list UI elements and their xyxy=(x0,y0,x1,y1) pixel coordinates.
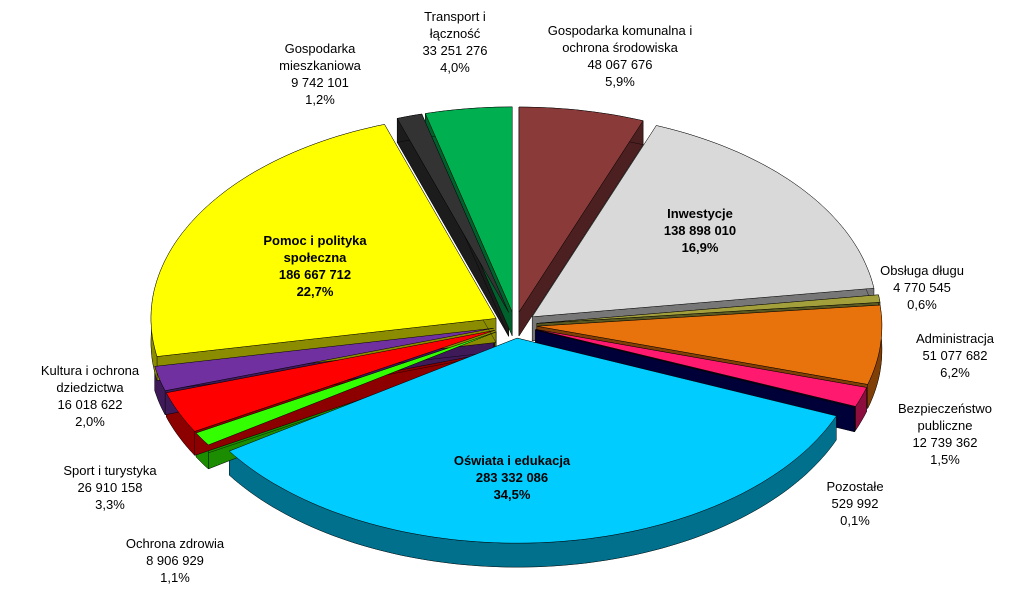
slice-label: Ochrona zdrowia 8 906 929 1,1% xyxy=(110,535,240,586)
value-label: 138 898 010 xyxy=(663,223,737,238)
category-label: Gospodarka mieszkaniowa xyxy=(279,41,361,73)
category-label: Pozostałe xyxy=(826,479,884,494)
slice-label: Obsługa długu 4 770 545 0,6% xyxy=(867,262,977,313)
slice xyxy=(531,125,875,318)
slice xyxy=(150,124,497,357)
percentage-label: 1,2% xyxy=(305,92,335,107)
slice xyxy=(535,329,856,409)
slice-label: Kultura i ochrona dziedzictwa 16 018 622 2… xyxy=(25,362,155,430)
percentage-label: 4,0% xyxy=(440,60,470,75)
slice xyxy=(535,329,867,407)
category-label: Ochrona zdrowia xyxy=(125,536,225,551)
slice xyxy=(396,113,509,313)
slice-label: Gospodarka komunalna i ochrona środowisk… xyxy=(545,22,695,90)
category-label: Gospodarka komunalna i ochrona środowisk… xyxy=(547,23,693,55)
category-label: Administracja xyxy=(915,331,995,346)
percentage-label: 3,3% xyxy=(95,497,125,512)
value-label: 26 910 158 xyxy=(77,480,143,495)
slice-label: Bezpieczeństwo publiczne 12 739 362 1,5% xyxy=(890,400,1000,468)
percentage-label: 1,5% xyxy=(930,452,960,467)
value-label: 186 667 712 xyxy=(278,267,352,282)
category-label: Oświata i edukacja xyxy=(453,453,571,468)
value-label: 283 332 086 xyxy=(475,470,549,485)
percentage-label: 6,2% xyxy=(940,365,970,380)
percentage-label: 16,9% xyxy=(681,240,719,255)
value-label: 48 067 676 xyxy=(587,57,653,72)
percentage-label: 0,1% xyxy=(840,513,870,528)
slice xyxy=(165,330,495,432)
value-label: 51 077 682 xyxy=(922,348,988,363)
value-label: 33 251 276 xyxy=(422,43,488,58)
slice xyxy=(536,294,881,324)
category-label: Inwestycje xyxy=(667,206,733,221)
slice xyxy=(518,106,644,313)
slice-label: Inwestycje 138 898 010 16,9% xyxy=(630,205,770,256)
value-label: 9 742 101 xyxy=(291,75,349,90)
slice-label: Pozostałe 529 992 0,1% xyxy=(810,478,900,529)
value-label: 4 770 545 xyxy=(893,280,951,295)
slice-label: Pomoc i polityka społeczna 186 667 712 22,… xyxy=(245,232,385,300)
slice-label: Administracja 51 077 682 6,2% xyxy=(895,330,1015,381)
slice-side xyxy=(854,406,856,432)
percentage-label: 22,7% xyxy=(296,284,334,299)
slice xyxy=(228,337,837,544)
value-label: 529 992 xyxy=(831,496,879,511)
category-label: Obsługa długu xyxy=(880,263,964,278)
slice-label: Gospodarka mieszkaniowa 9 742 101 1,2% xyxy=(270,40,370,108)
slice xyxy=(424,106,513,313)
category-label: Transport i łączność xyxy=(424,9,486,41)
value-label: 16 018 622 xyxy=(57,397,123,412)
category-label: Bezpieczeństwo publiczne xyxy=(898,401,992,433)
percentage-label: 34,5% xyxy=(493,487,531,502)
slice xyxy=(154,327,494,391)
percentage-label: 5,9% xyxy=(605,74,635,89)
value-label: 12 739 362 xyxy=(912,435,978,450)
value-label: 8 906 929 xyxy=(146,553,204,568)
category-label: Sport i turystyka xyxy=(63,463,157,478)
category-label: Kultura i ochrona dziedzictwa xyxy=(40,363,140,395)
slice xyxy=(536,304,883,385)
percentage-label: 0,6% xyxy=(907,297,937,312)
slice-label: Sport i turystyka 26 910 158 3,3% xyxy=(45,462,175,513)
category-label: Pomoc i polityka społeczna xyxy=(263,233,367,265)
slice xyxy=(195,331,497,446)
slice-label: Transport i łączność 33 251 276 4,0% xyxy=(415,8,495,76)
slice-label: Oświata i edukacja 283 332 086 34,5% xyxy=(412,452,612,503)
percentage-label: 2,0% xyxy=(75,414,105,429)
percentage-label: 1,1% xyxy=(160,570,190,585)
